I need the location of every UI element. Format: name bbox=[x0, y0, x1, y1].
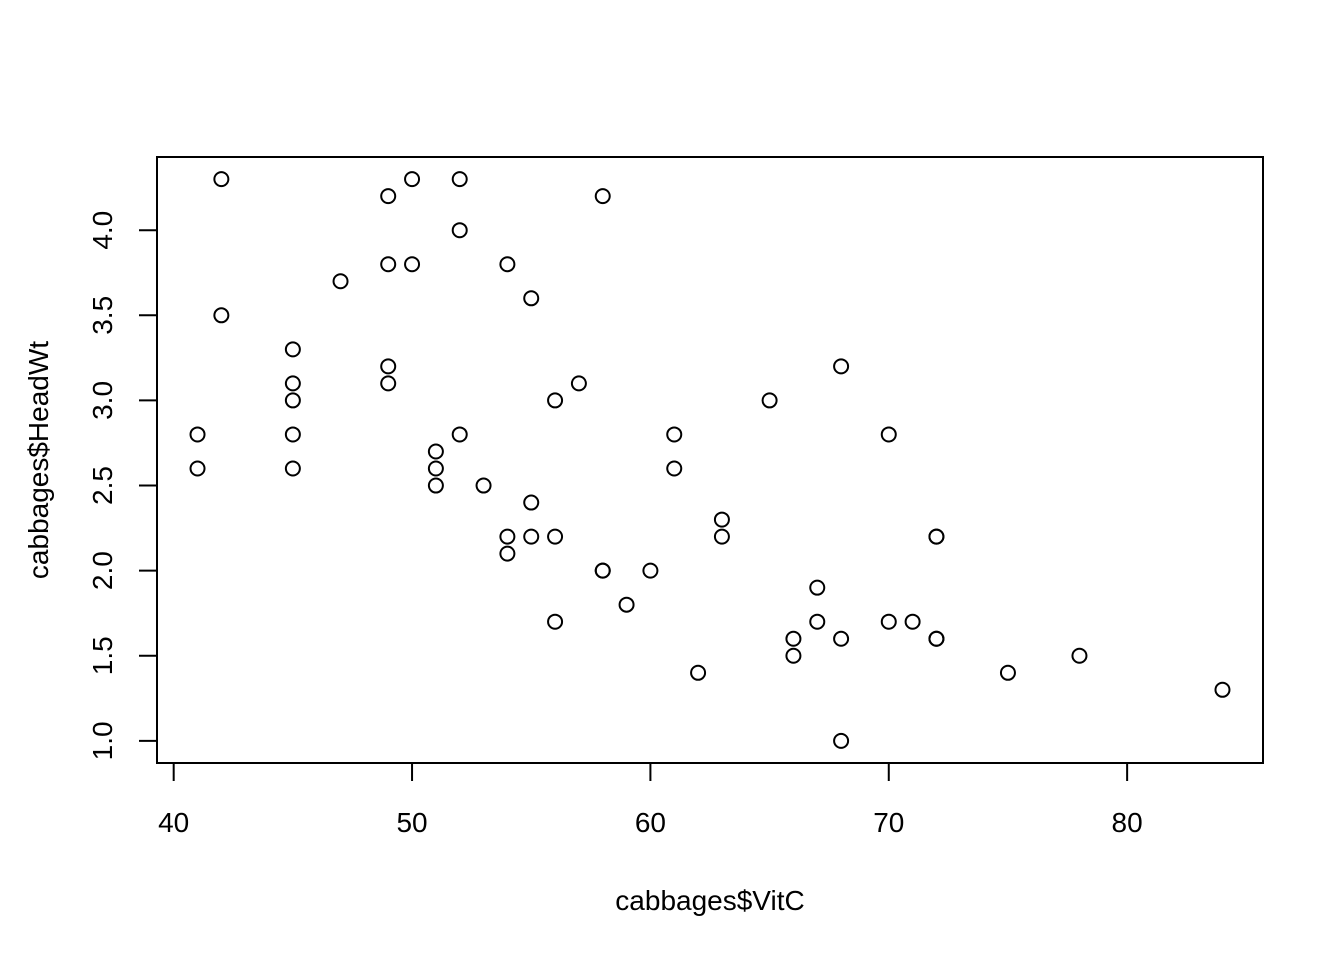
x-axis-label: cabbages$VitC bbox=[615, 885, 804, 916]
data-point bbox=[451, 426, 468, 443]
y-axis: 1.0 1.5 2.0 2.5 3.0 3.5 4.0 bbox=[87, 211, 158, 760]
data-point bbox=[284, 460, 301, 477]
data-point bbox=[427, 460, 444, 477]
data-point bbox=[380, 188, 397, 205]
data-point bbox=[189, 460, 206, 477]
data-point bbox=[690, 664, 707, 681]
data-point bbox=[499, 256, 516, 273]
data-point bbox=[427, 477, 444, 494]
data-point bbox=[404, 256, 421, 273]
y-tick-label: 1.0 bbox=[87, 721, 118, 760]
y-tick-label: 1.5 bbox=[87, 636, 118, 675]
data-point bbox=[594, 188, 611, 205]
data-point bbox=[427, 443, 444, 460]
data-point bbox=[785, 630, 802, 647]
data-point bbox=[523, 494, 540, 511]
data-point bbox=[618, 596, 635, 613]
data-point bbox=[332, 273, 349, 290]
data-point bbox=[1214, 681, 1231, 698]
data-point bbox=[284, 341, 301, 358]
data-point bbox=[380, 256, 397, 273]
y-tick-label: 3.0 bbox=[87, 381, 118, 420]
data-point bbox=[284, 375, 301, 392]
data-point bbox=[833, 732, 850, 749]
data-points bbox=[189, 171, 1231, 749]
data-point bbox=[809, 579, 826, 596]
data-point bbox=[928, 528, 945, 545]
data-point bbox=[928, 630, 945, 647]
y-tick-label: 3.5 bbox=[87, 296, 118, 335]
x-tick-label: 70 bbox=[873, 807, 904, 838]
data-point bbox=[451, 171, 468, 188]
data-point bbox=[713, 511, 730, 528]
data-point bbox=[547, 613, 564, 630]
data-point bbox=[213, 171, 230, 188]
data-point bbox=[904, 613, 921, 630]
data-point bbox=[666, 426, 683, 443]
data-point bbox=[380, 358, 397, 375]
data-point bbox=[666, 460, 683, 477]
data-point bbox=[404, 171, 421, 188]
data-point bbox=[999, 664, 1016, 681]
data-point bbox=[499, 528, 516, 545]
data-point bbox=[547, 528, 564, 545]
plot-box bbox=[156, 156, 1264, 764]
data-point bbox=[189, 426, 206, 443]
data-point bbox=[499, 545, 516, 562]
data-point bbox=[594, 562, 611, 579]
x-tick-label: 60 bbox=[635, 807, 666, 838]
data-point bbox=[523, 290, 540, 307]
data-point bbox=[284, 392, 301, 409]
x-tick-label: 50 bbox=[396, 807, 427, 838]
data-point bbox=[523, 528, 540, 545]
data-point bbox=[761, 392, 778, 409]
y-tick-label: 2.0 bbox=[87, 551, 118, 590]
data-point bbox=[547, 392, 564, 409]
x-tick-label: 40 bbox=[158, 807, 189, 838]
y-axis-label: cabbages$HeadWt bbox=[23, 341, 54, 579]
data-point bbox=[713, 528, 730, 545]
data-point bbox=[809, 613, 826, 630]
data-point bbox=[880, 613, 897, 630]
data-point bbox=[451, 222, 468, 239]
x-axis: 40 50 60 70 80 bbox=[158, 762, 1143, 838]
data-point bbox=[785, 647, 802, 664]
data-point bbox=[570, 375, 587, 392]
data-point bbox=[880, 426, 897, 443]
data-point bbox=[475, 477, 492, 494]
x-tick-label: 80 bbox=[1112, 807, 1143, 838]
data-point bbox=[1071, 647, 1088, 664]
data-point bbox=[380, 375, 397, 392]
data-point bbox=[833, 358, 850, 375]
data-point bbox=[833, 630, 850, 647]
data-point bbox=[284, 426, 301, 443]
data-point bbox=[213, 307, 230, 324]
y-tick-label: 4.0 bbox=[87, 211, 118, 250]
data-point bbox=[642, 562, 659, 579]
y-tick-label: 2.5 bbox=[87, 466, 118, 505]
